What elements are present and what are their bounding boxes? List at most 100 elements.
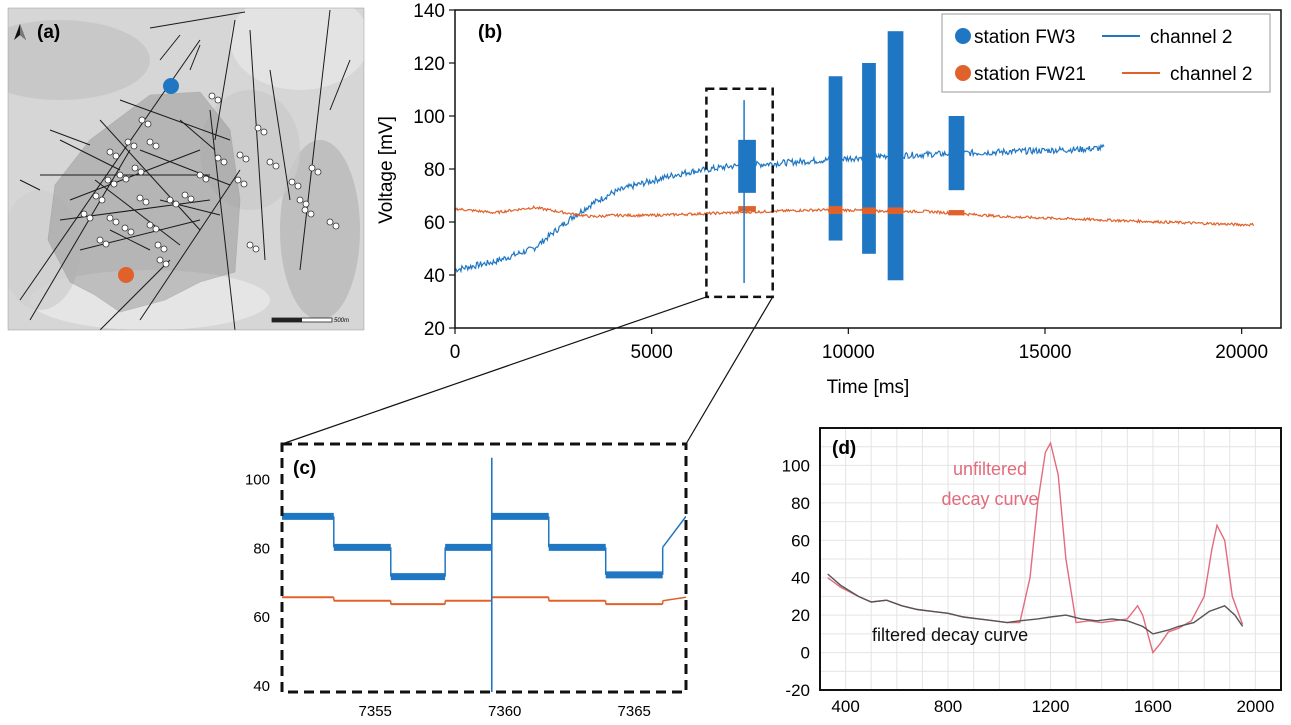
panel-d-ytick-label: 80 [791, 494, 810, 513]
burst-fw21-5 [948, 210, 965, 216]
map-receiver-point [146, 138, 154, 146]
panel-b-xtick-label: 10000 [822, 342, 875, 363]
map-receiver-point [160, 245, 168, 253]
map-fault-line [159, 34, 181, 61]
panel-d-xtick-label: 1600 [1134, 697, 1172, 716]
map-frame [7, 7, 365, 331]
map-fault-line [94, 179, 181, 246]
legend-label-fw21: station FW21 [974, 64, 1086, 85]
zoom-connector-lines [281, 296, 774, 445]
map-fault-line [19, 179, 41, 191]
panel-b-xlabel: Time [ms] [827, 377, 910, 398]
panel-b-chart: 0 5000 10000 15000 20000 20 40 60 80 100 120 140 (b… [376, 1, 1282, 398]
panel-c-axes: 40 60 80 100 7355 7360 7365 [245, 471, 651, 720]
panel-d-frame [819, 427, 1282, 691]
map-receiver-point [137, 168, 145, 176]
map-receiver-point [234, 176, 242, 184]
map-fault-line [99, 259, 171, 330]
map-scale-label: 500m [334, 318, 349, 324]
burst-fw21-1 [738, 206, 756, 212]
map-receiver-point [106, 148, 114, 156]
panel-d-ytick-label: 20 [791, 606, 810, 625]
map-receiver-point [252, 245, 260, 253]
map-fault-line [214, 19, 236, 141]
panel-b-legend: station FW3 channel 2 station FW21 chann… [941, 13, 1271, 93]
panel-c-ytick-label: 40 [253, 678, 270, 695]
map-receiver-point [240, 180, 248, 188]
map-terrain-shade [200, 90, 300, 210]
map-receiver-point [288, 178, 296, 186]
map-receiver-point [187, 195, 195, 203]
burst-fw3-3 [862, 63, 876, 254]
legend-line-label-fw3: channel 2 [1150, 27, 1232, 48]
map-receiver-point [122, 175, 130, 183]
map-receiver-point [142, 198, 150, 206]
panel-d-chart: -20 0 20 40 60 80 100 400 800 1200 1600 2000 (d) un… [782, 427, 1282, 716]
panel-b-xtick-label: 5000 [631, 342, 673, 363]
north-arrow-icon [14, 24, 26, 40]
burst-fw21-4 [887, 207, 904, 215]
panel-c-series [282, 457, 686, 692]
panel-d-ytick-label: 0 [801, 644, 810, 663]
burst-fw3-5 [948, 116, 965, 191]
panel-b-ytick-label: 60 [424, 213, 445, 234]
map-receiver-point [294, 182, 302, 190]
map-fault-line [49, 129, 91, 146]
map-receiver-point [196, 171, 204, 179]
map-receiver-point [138, 116, 146, 124]
panel-b-series [455, 31, 1255, 283]
panel-c-ytick-label: 60 [253, 609, 270, 626]
panel-a-map: (a) 500m [7, 7, 365, 331]
zoom-box [705, 87, 774, 299]
panel-d-grid [819, 427, 1282, 691]
map-fault-line [139, 169, 241, 321]
map-terrain-shade [8, 20, 150, 100]
map-fault-line [249, 29, 266, 261]
legend-box [941, 13, 1271, 93]
panel-b-ytick-label: 120 [413, 54, 445, 75]
map-receiver-point [162, 260, 170, 268]
map-receiver-point [220, 158, 228, 166]
map-receiver-point [127, 228, 135, 236]
map-receiver-point [296, 196, 304, 204]
panel-d-xtick-label: 2000 [1236, 697, 1274, 716]
panel-c-ytick-label: 100 [245, 471, 270, 488]
map-receiver-point [152, 142, 160, 150]
burst-fw3-1 [738, 139, 756, 193]
map-receiver-point [86, 214, 94, 222]
map-fault-line [299, 9, 331, 271]
map-fault-line [149, 11, 246, 29]
map-terrain-shade [230, 8, 364, 90]
connector-right [685, 296, 774, 445]
map-receiver-point [242, 155, 250, 163]
map-receiver-point [112, 152, 120, 160]
map-terrain-shade [30, 270, 270, 330]
map-receiver-point [326, 218, 334, 226]
map-receiver-point [302, 200, 310, 208]
annotation-unfiltered-line2: decay curve [941, 489, 1038, 509]
map-receiver-point [202, 175, 210, 183]
map-receiver-point [314, 168, 322, 176]
map-receiver-point [208, 92, 216, 100]
legend-line-label-fw21: channel 2 [1170, 64, 1252, 85]
map-receiver-point [121, 224, 129, 232]
map-receiver-point [110, 180, 118, 188]
series-filtered-decay [827, 573, 1244, 635]
panel-b-ytick-label: 40 [424, 266, 445, 287]
map-receiver-point [156, 256, 164, 264]
zoom-segment-fw3 [662, 515, 686, 548]
map-receiver-point [308, 164, 316, 172]
map-receiver-point [181, 191, 189, 199]
map-receiver-point [124, 138, 132, 146]
burst-fw21-2 [828, 206, 843, 215]
map-fault-line [119, 99, 231, 141]
map-receiver-point [301, 206, 309, 214]
burst-fw3-2 [828, 76, 843, 241]
map-fault-line [29, 149, 131, 321]
legend-marker-fw21 [955, 65, 971, 81]
panel-d-xtick-label: 800 [934, 697, 962, 716]
panel-d-ytick-label: -20 [785, 681, 810, 700]
map-fault-line [139, 149, 231, 186]
map-station-fw21 [118, 267, 134, 283]
map-receiver-point [116, 171, 124, 179]
